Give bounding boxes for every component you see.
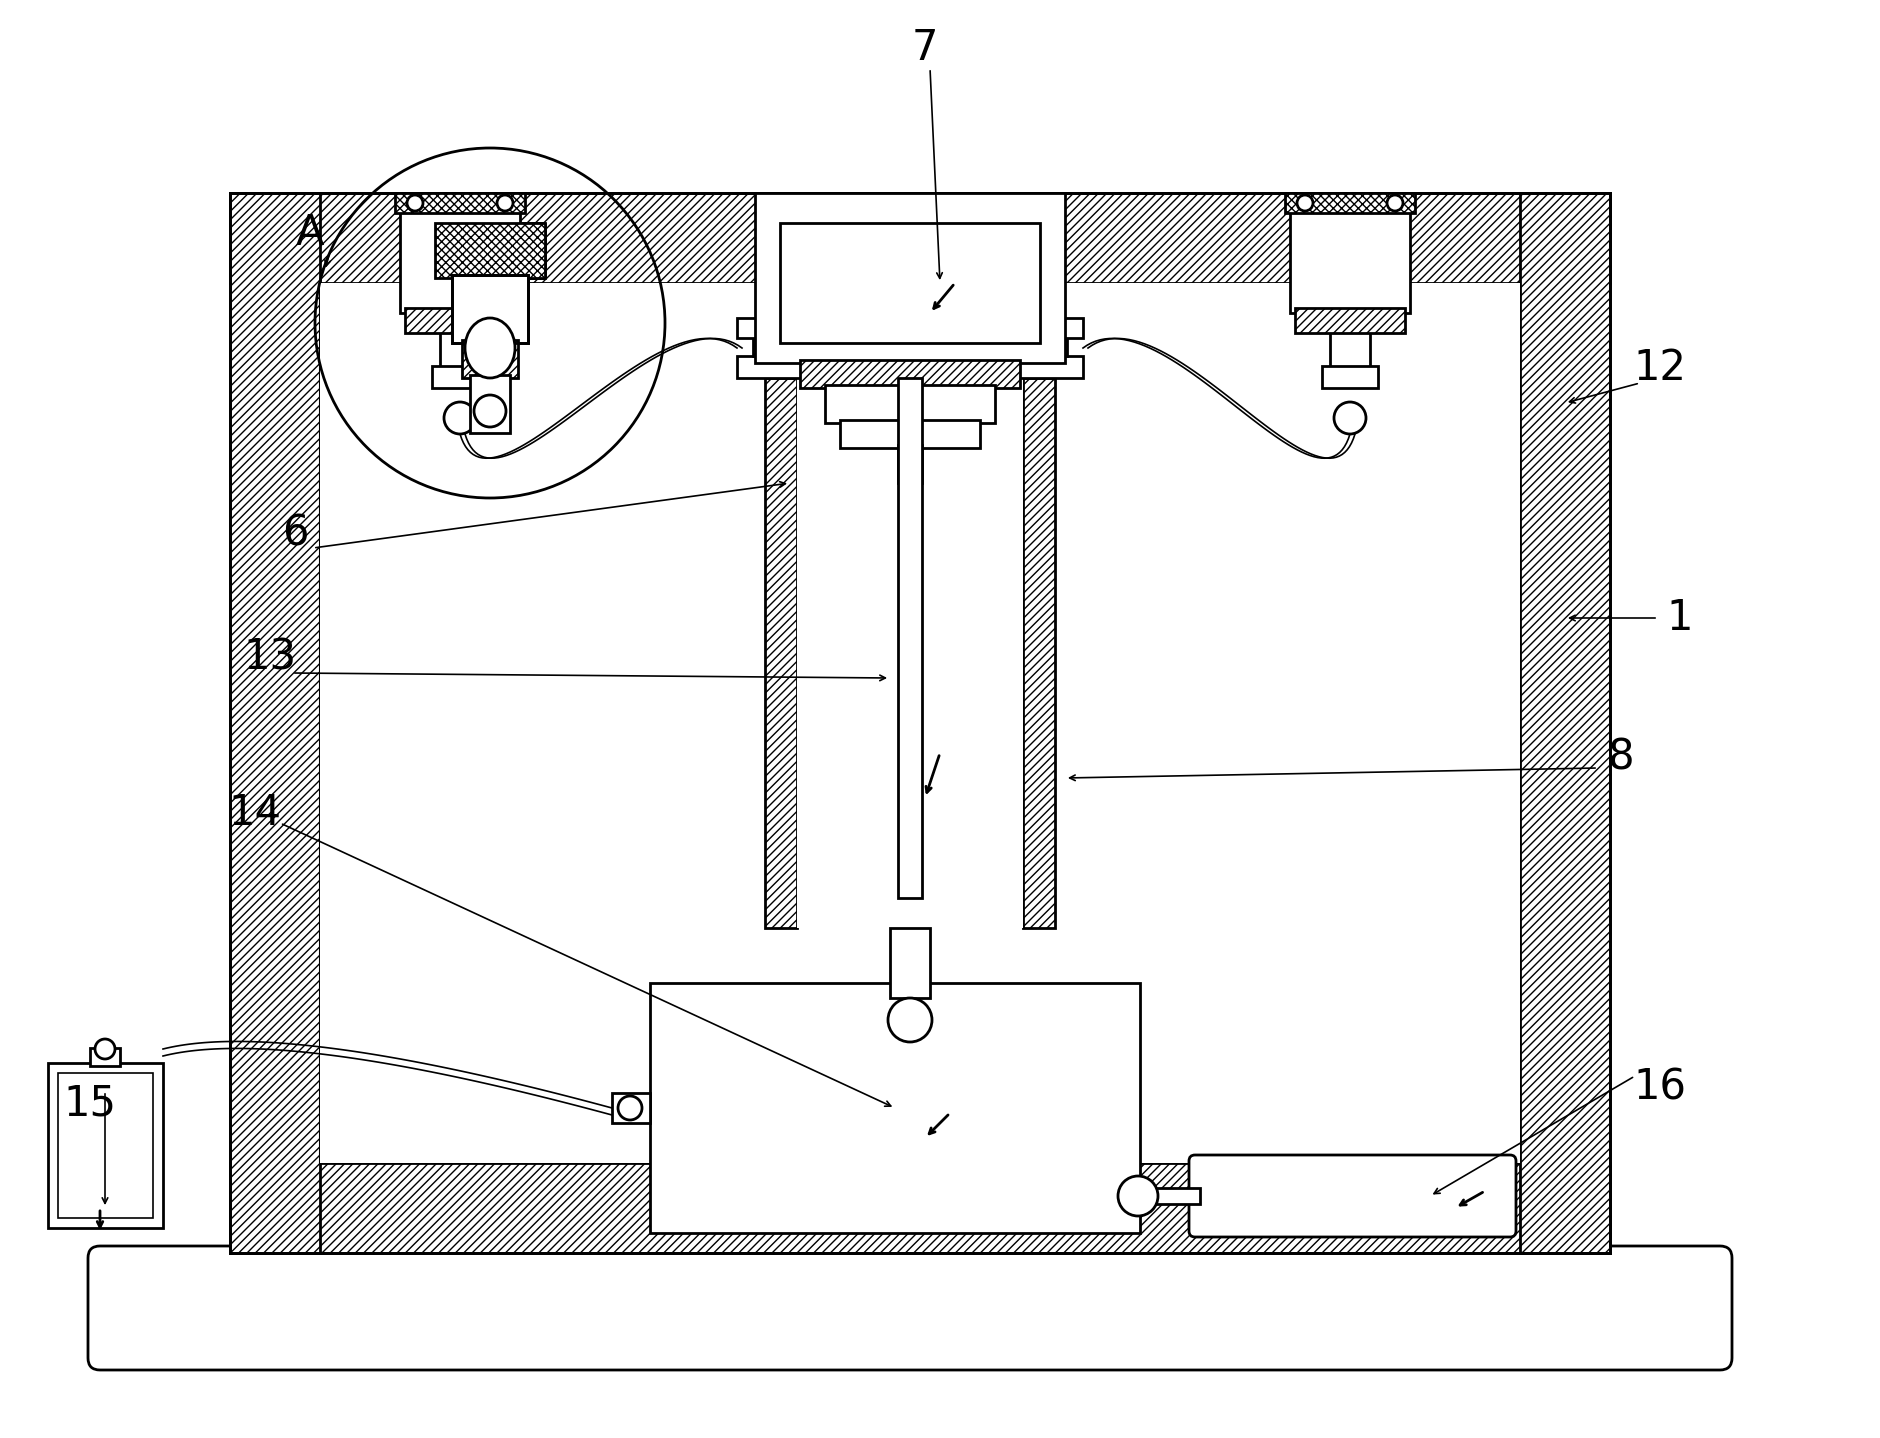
Bar xyxy=(451,275,528,344)
Bar xyxy=(797,378,1023,928)
Circle shape xyxy=(887,998,932,1043)
Bar xyxy=(434,223,545,278)
Bar xyxy=(432,367,489,388)
Circle shape xyxy=(496,196,513,211)
Bar xyxy=(58,1073,152,1218)
Circle shape xyxy=(474,395,506,427)
Bar xyxy=(899,378,921,897)
Bar xyxy=(400,193,521,313)
Bar xyxy=(613,1093,650,1123)
Bar xyxy=(737,357,1083,378)
Bar xyxy=(889,928,931,998)
Circle shape xyxy=(1335,403,1367,434)
Text: 12: 12 xyxy=(1634,347,1686,390)
Text: 7: 7 xyxy=(912,27,938,69)
Bar xyxy=(440,313,479,368)
Bar xyxy=(229,193,1609,1252)
Circle shape xyxy=(96,1040,115,1058)
Bar xyxy=(899,444,921,483)
Bar xyxy=(320,283,1521,1163)
Bar xyxy=(825,385,995,423)
Bar xyxy=(840,420,979,449)
Bar xyxy=(1329,313,1371,368)
Bar xyxy=(1521,193,1609,1252)
Circle shape xyxy=(444,403,476,434)
Bar xyxy=(801,360,1021,388)
FancyBboxPatch shape xyxy=(1188,1155,1515,1237)
Bar xyxy=(650,984,1139,1232)
Text: 16: 16 xyxy=(1634,1067,1686,1109)
Bar xyxy=(1322,367,1378,388)
Circle shape xyxy=(1297,196,1312,211)
Text: A: A xyxy=(295,211,323,255)
Text: 1: 1 xyxy=(1668,597,1694,638)
Bar xyxy=(49,1063,164,1228)
Bar xyxy=(1295,308,1404,334)
Bar xyxy=(1130,1188,1199,1204)
Circle shape xyxy=(619,1096,641,1120)
Bar xyxy=(395,193,525,213)
Bar xyxy=(1286,193,1416,213)
Bar xyxy=(462,339,519,378)
Bar xyxy=(229,193,1609,283)
Bar xyxy=(756,193,1064,362)
Bar xyxy=(90,1048,120,1066)
Text: 13: 13 xyxy=(243,637,297,679)
Bar xyxy=(470,375,509,433)
Text: 6: 6 xyxy=(282,512,308,554)
Text: 15: 15 xyxy=(64,1081,117,1125)
Bar xyxy=(737,318,1083,338)
Circle shape xyxy=(406,196,423,211)
FancyBboxPatch shape xyxy=(88,1245,1731,1370)
Text: 14: 14 xyxy=(229,792,282,834)
Circle shape xyxy=(1387,196,1402,211)
Bar xyxy=(404,308,515,334)
Circle shape xyxy=(1119,1176,1158,1217)
Bar xyxy=(229,1163,1609,1252)
Bar xyxy=(754,338,1068,357)
Bar xyxy=(780,223,1040,344)
Ellipse shape xyxy=(464,318,515,378)
Bar xyxy=(765,378,797,928)
Bar xyxy=(229,193,320,1252)
Text: 8: 8 xyxy=(1607,738,1634,779)
Bar xyxy=(1023,378,1055,928)
Bar xyxy=(451,275,528,344)
Bar xyxy=(1290,193,1410,313)
